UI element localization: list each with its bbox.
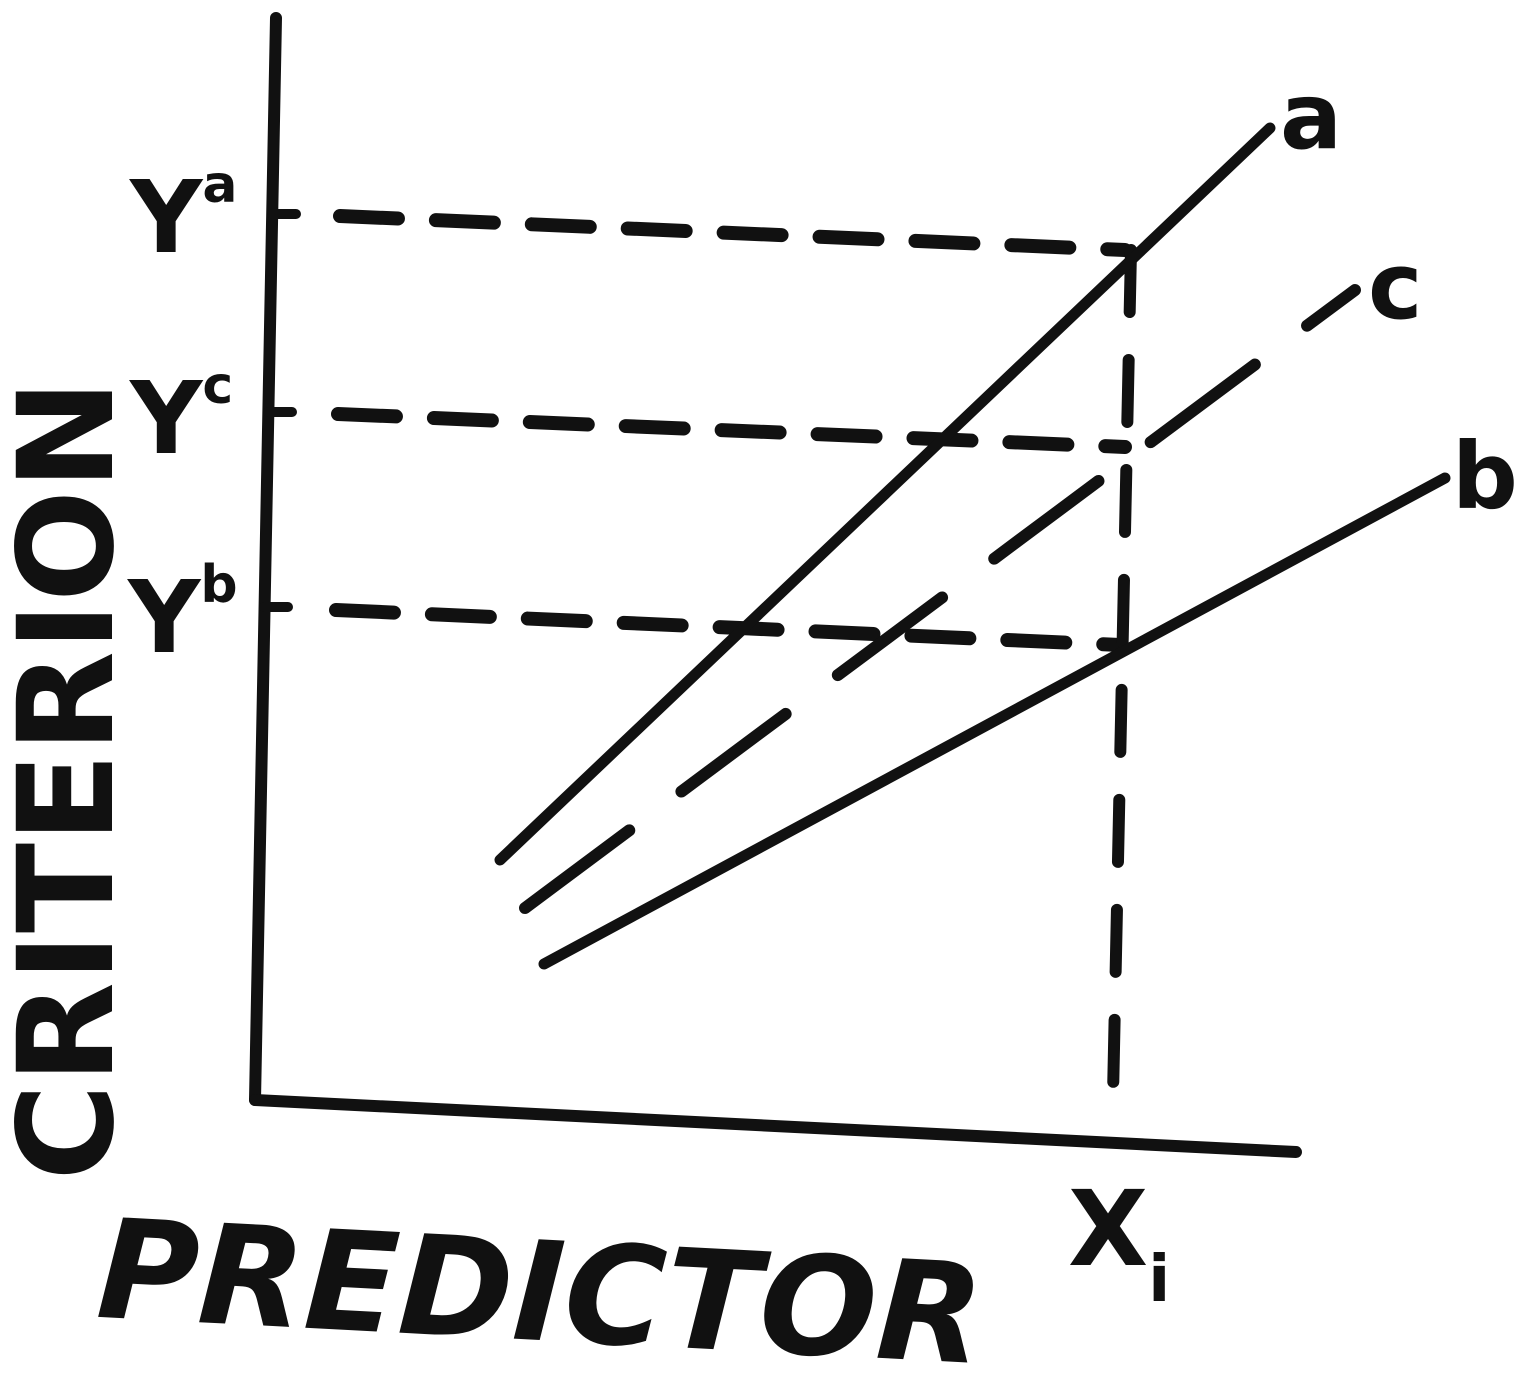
x-tick-label: Xi <box>1068 1168 1170 1317</box>
y-tick-label-a-base: Y <box>129 159 204 276</box>
x-axis <box>249 1094 1302 1158</box>
regression-line-c <box>519 284 1361 914</box>
y-tick-label-b-sup: b <box>200 555 237 615</box>
x-axis-title: PREDICTOR <box>94 1189 988 1385</box>
regression-line-a <box>494 122 1276 866</box>
projection-line-b <box>329 603 1127 652</box>
y-tick-label-c-sup: c <box>202 356 233 416</box>
line-label-a: a <box>1280 63 1342 170</box>
x-tick-label-sub: i <box>1148 1243 1170 1317</box>
y-tick-label-b-base: Y <box>127 559 202 676</box>
projection-line-a <box>333 209 1132 257</box>
y-tick-label-c: Yc <box>129 356 233 477</box>
y-tick-label-a: Ya <box>129 155 238 276</box>
projection-line-xi <box>1107 244 1137 1101</box>
y-axis <box>249 12 282 1106</box>
regression-line-b <box>538 472 1451 970</box>
y-tick-label-a-sup: a <box>202 155 237 215</box>
x-tick-label-base: X <box>1068 1168 1148 1290</box>
y-tick-label-b: Yb <box>127 555 238 676</box>
projection-line-c <box>331 407 1132 454</box>
y-tick-label-c-base: Y <box>129 360 204 477</box>
y-axis-title: CRITERION <box>0 379 144 1180</box>
line-label-b: b <box>1452 423 1514 530</box>
line-label-c: c <box>1368 233 1423 340</box>
